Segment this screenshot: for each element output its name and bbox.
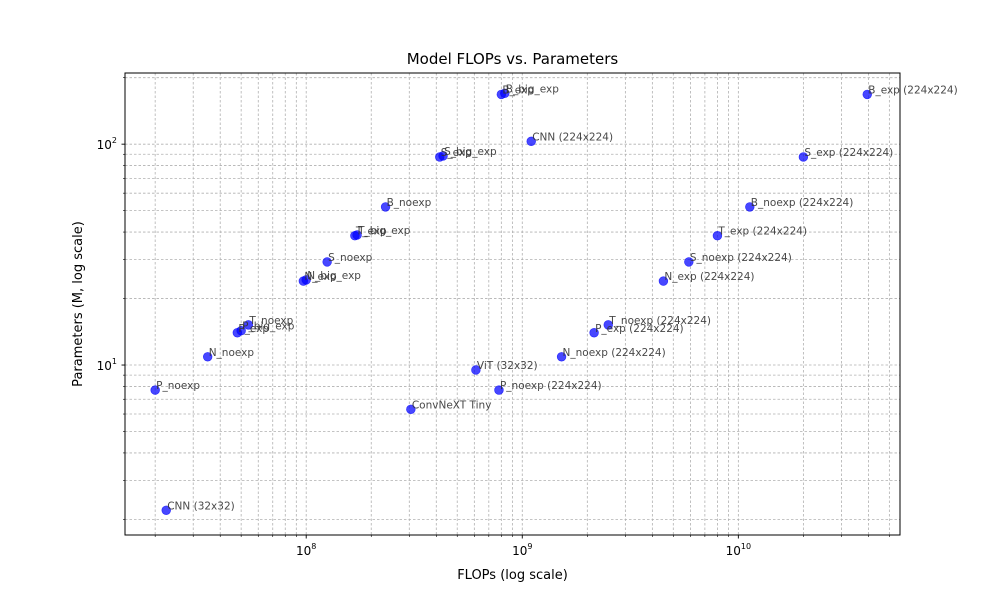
point-label: N_noexp (224x224) [563, 347, 666, 359]
data-point [150, 385, 160, 395]
data-point [745, 202, 755, 212]
data-point [438, 151, 448, 161]
x-axis-label: FLOPs (log scale) [457, 568, 568, 583]
point-label: ViT (32x32) [477, 360, 538, 372]
data-point [161, 505, 171, 515]
point-label: B_exp [502, 84, 534, 96]
point-label: S_exp [441, 147, 472, 159]
data-point [301, 275, 311, 285]
data-point [526, 136, 536, 147]
data-point [712, 231, 723, 241]
point-label: P_big_exp [242, 321, 295, 333]
point-label: N_exp (224x224) [664, 271, 754, 283]
data-point [471, 365, 481, 375]
point-label: B_noexp [387, 197, 432, 209]
point-label: T_exp [355, 226, 387, 238]
point-label: P_exp [238, 323, 269, 335]
point-label: T_noexp (224x224) [608, 315, 711, 327]
point-labels: CNN (32x32)P_noexpN_noexpP_expP_big_expT… [156, 83, 958, 512]
axis-ticks: 108 109 1010 101 102 [97, 77, 890, 558]
data-point [500, 88, 510, 98]
data-point [406, 404, 416, 415]
data-point [862, 89, 872, 100]
point-label: ConvNeXT Tiny [412, 399, 492, 411]
x-tick-label: 108 [296, 542, 316, 558]
point-label: B_exp (224x224) [868, 84, 957, 96]
point-label: P_exp (224x224) [595, 323, 684, 335]
y-tick-label: 102 [97, 136, 117, 152]
point-label: T_exp (224x224) [717, 226, 807, 238]
data-point [352, 230, 362, 240]
point-label: N_noexp [209, 347, 255, 359]
data-point [658, 276, 669, 286]
point-label: CNN (224x224) [532, 131, 613, 143]
data-point [494, 385, 504, 395]
x-tick-label: 109 [512, 542, 532, 558]
data-points [150, 88, 872, 515]
y-tick-label: 101 [97, 357, 117, 373]
point-label: S_exp (224x224) [804, 147, 893, 159]
grid [125, 73, 900, 535]
data-point [556, 352, 567, 362]
point-label: S_noexp [328, 252, 372, 264]
chart-title: Model FLOPs vs. Parameters [407, 50, 619, 68]
point-label: P_noexp (224x224) [500, 380, 602, 392]
data-point [202, 352, 213, 362]
data-point [798, 152, 809, 162]
data-point [603, 320, 613, 330]
x-tick-label: 1010 [726, 542, 751, 558]
point-label: T_noexp [248, 315, 293, 327]
data-point [236, 326, 246, 336]
data-point [322, 257, 332, 267]
point-label: B_noexp (224x224) [751, 197, 854, 209]
data-point [380, 202, 391, 212]
data-point [589, 328, 599, 338]
point-label: S_noexp (224x224) [690, 252, 792, 264]
point-label: CNN (32x32) [167, 500, 235, 512]
point-label: P_noexp [156, 380, 200, 392]
y-axis-label: Parameters (M, log scale) [71, 221, 86, 387]
data-point [243, 320, 254, 330]
point-label: T_big_exp [357, 225, 411, 237]
data-point [684, 257, 694, 267]
point-label: N_big_exp [307, 270, 361, 282]
point-label: S_big_exp [444, 146, 497, 158]
point-label: N_exp [304, 271, 337, 283]
point-label: B_big_exp [506, 83, 559, 95]
